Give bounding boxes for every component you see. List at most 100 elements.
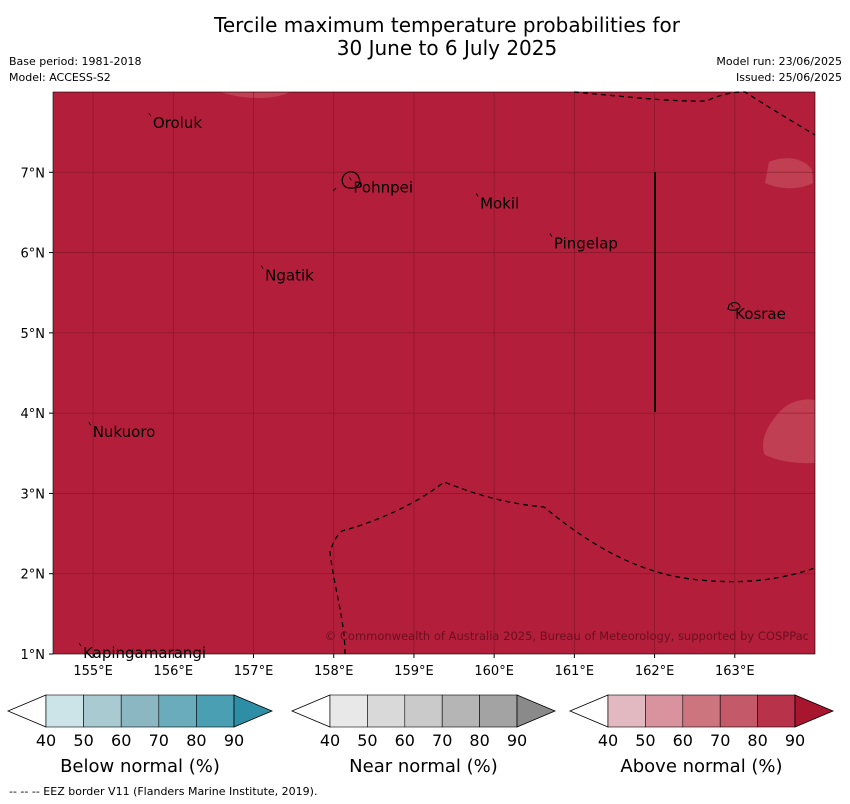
legend-swatch (441, 694, 480, 728)
place-label: Pohnpei (353, 178, 413, 196)
lon-tick-label: 157°E (234, 664, 274, 679)
title-line-1: Tercile maximum temperature probabilitie… (214, 13, 680, 37)
legend-swatch (83, 694, 122, 728)
place-labels: Oroluk Pohnpei Mokil Pingelap Ngatik Kosrae Nu… (78, 112, 786, 662)
base-period-text: Base period: 1981-2018 (9, 55, 142, 68)
lon-tick-label: 156°E (154, 664, 194, 679)
legend-tick-label: 60 (395, 731, 415, 750)
kosrae-island (727, 302, 741, 311)
lighter-patch (220, 92, 290, 98)
legend-swatch (196, 694, 235, 728)
legend-tick-label: 50 (635, 731, 655, 750)
legend-swatch (757, 694, 796, 728)
legend-low-tip (6, 694, 47, 728)
legend-swatch (404, 694, 443, 728)
legend-swatch (120, 694, 160, 728)
probability-fill (53, 92, 815, 654)
place-label: Mokil (480, 194, 519, 212)
eez-border-south (329, 481, 816, 655)
legend-swatch (719, 694, 758, 728)
legend-tick-label: 80 (747, 731, 767, 750)
lighter-patch (765, 158, 813, 189)
island-marker (475, 193, 479, 197)
legend-swatch (45, 694, 84, 728)
eez-border-north (573, 91, 816, 136)
place-label: Ngatik (265, 267, 314, 285)
legend-title: Near normal (%) (349, 756, 498, 777)
legend-tick-label: 50 (357, 731, 377, 750)
map-title: Tercile maximum temperature probabilitie… (0, 14, 850, 60)
legend-tick-label: 80 (469, 731, 489, 750)
lon-tick-label: 159°E (394, 664, 434, 679)
meta-right: Model run: 23/06/2025 Issued: 25/06/2025 (716, 54, 842, 86)
map-panel: Oroluk Pohnpei Mokil Pingelap Ngatik Kosrae Nu… (21, 91, 816, 679)
lat-tick-label: 1°N (21, 648, 46, 663)
lat-tick-label: 4°N (21, 407, 46, 422)
axis-ticks: 155°E 156°E 157°E 158°E 159°E 160°E 161°E 162°E… (21, 166, 755, 679)
island-marker (260, 265, 264, 269)
legend-tick-label: 90 (785, 731, 805, 750)
legend-high-tip (516, 694, 557, 728)
legend-tick-label: 80 (186, 731, 206, 750)
lon-tick-label: 158°E (314, 664, 354, 679)
ant-atoll (332, 187, 337, 192)
legend-tick-label: 90 (507, 731, 527, 750)
legend-title: Above normal (%) (620, 756, 782, 777)
legend-low-tip (290, 694, 331, 728)
lon-tick-label: 163°E (715, 664, 755, 679)
model-text: Model: ACCESS-S2 (9, 71, 111, 84)
legend-near: 40 50 60 70 80 90 Near normal (%) (290, 694, 557, 777)
legend-swatch (607, 694, 646, 728)
lat-tick-label: 2°N (21, 568, 46, 583)
lighter-patch (762, 399, 815, 464)
legend-swatch (158, 694, 197, 728)
legend-tick-label: 50 (73, 731, 93, 750)
lon-tick-label: 161°E (555, 664, 595, 679)
place-label: Kosrae (735, 305, 786, 323)
legend-low-tip (568, 694, 609, 728)
legend-title: Below normal (%) (60, 756, 220, 777)
place-label: Kapingamarangi (83, 644, 206, 662)
legend-swatch (645, 694, 684, 728)
legend-tick-label: 70 (432, 731, 452, 750)
title-line-2: 30 June to 6 July 2025 (336, 36, 558, 60)
model-run-text: Model run: 23/06/2025 (716, 55, 842, 68)
island-marker (730, 303, 734, 308)
legend-tick-label: 70 (710, 731, 730, 750)
legend-swatch (682, 694, 721, 728)
legend-tick-label: 40 (36, 731, 56, 750)
legend-high-tip (794, 694, 835, 728)
lat-tick-label: 5°N (21, 327, 46, 342)
eez-border (329, 91, 816, 655)
lon-tick-label: 155°E (73, 664, 113, 679)
island-marker (148, 112, 152, 117)
map-frame (52, 91, 816, 655)
legend-swatch (479, 694, 518, 728)
legend-tick-label: 90 (224, 731, 244, 750)
legend-tick-label: 70 (149, 731, 169, 750)
lat-tick-label: 3°N (21, 487, 46, 502)
lat-tick-label: 7°N (21, 166, 46, 181)
legend-swatch (367, 694, 406, 728)
island-marker (88, 421, 92, 426)
island-marker (549, 233, 553, 237)
copyright-text: © Commonwealth of Australia 2025, Bureau… (325, 629, 809, 643)
island-marker (78, 642, 82, 647)
lat-tick-label: 6°N (21, 247, 46, 262)
island-marker (349, 177, 352, 181)
pohnpei-island (341, 171, 361, 189)
lon-tick-label: 162°E (635, 664, 675, 679)
place-label: Nukuoro (93, 423, 156, 441)
legend-swatch (329, 694, 368, 728)
eez-border-note: -- -- -- EEZ border V11 (Flanders Marine… (9, 785, 318, 798)
place-label: Pingelap (554, 235, 618, 253)
issued-text: Issued: 25/06/2025 (735, 71, 842, 84)
place-label: Oroluk (153, 114, 202, 132)
lon-tick-label: 160°E (474, 664, 514, 679)
legend-tick-label: 40 (320, 731, 340, 750)
legend-tick-label: 60 (673, 731, 693, 750)
